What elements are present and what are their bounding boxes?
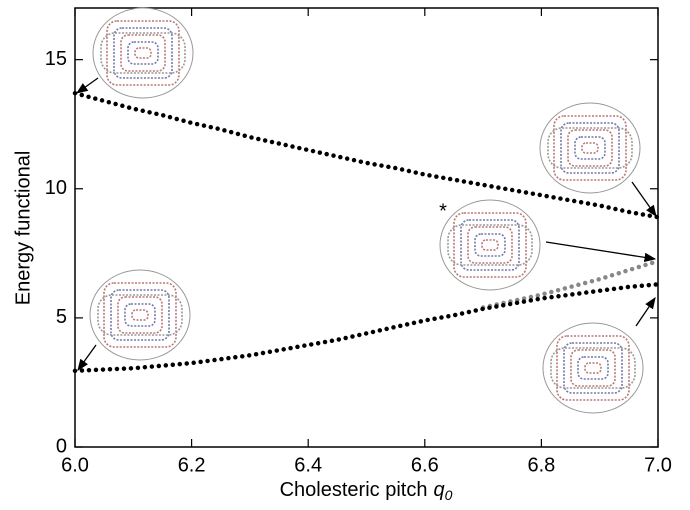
x-tick-label: 6.6	[411, 454, 439, 476]
data-line	[72, 90, 661, 220]
y-axis-label: Energy functional	[12, 151, 34, 306]
arrow	[631, 181, 657, 217]
data-line	[480, 258, 661, 310]
x-tick-label: 7.0	[644, 454, 672, 476]
inset-image	[89, 269, 191, 361]
annotation: *	[439, 200, 447, 222]
x-tick-label: 6.8	[527, 454, 555, 476]
inset-image	[439, 199, 541, 291]
arrow	[77, 344, 97, 371]
x-label-symbol: q	[433, 479, 444, 501]
y-tick-label: 5	[56, 306, 67, 328]
x-tick-label: 6.2	[178, 454, 206, 476]
arrow	[545, 241, 657, 263]
data-line	[72, 282, 661, 374]
y-tick-label: 0	[56, 435, 67, 457]
plot-area: 6.0 6.2 6.4 6.6 6.8 7.0 0 5 10 15	[45, 7, 672, 476]
x-tick-label: 6.4	[294, 454, 322, 476]
plot-frame	[74, 7, 659, 448]
y-tick-label: 10	[45, 177, 67, 199]
inset-image	[539, 102, 641, 194]
x-tick-label: 6.0	[61, 454, 89, 476]
arrows	[76, 77, 657, 371]
insets	[89, 7, 644, 414]
arrow	[635, 297, 656, 327]
x-label-subscript: 0	[445, 487, 453, 503]
x-label-text: Cholesteric pitch	[280, 479, 428, 501]
inset-image	[542, 322, 644, 414]
x-axis-label: Cholesteric pitch q0	[280, 479, 453, 502]
arrow	[76, 77, 99, 94]
y-tick-label: 15	[45, 48, 67, 70]
inset-image	[92, 7, 194, 99]
